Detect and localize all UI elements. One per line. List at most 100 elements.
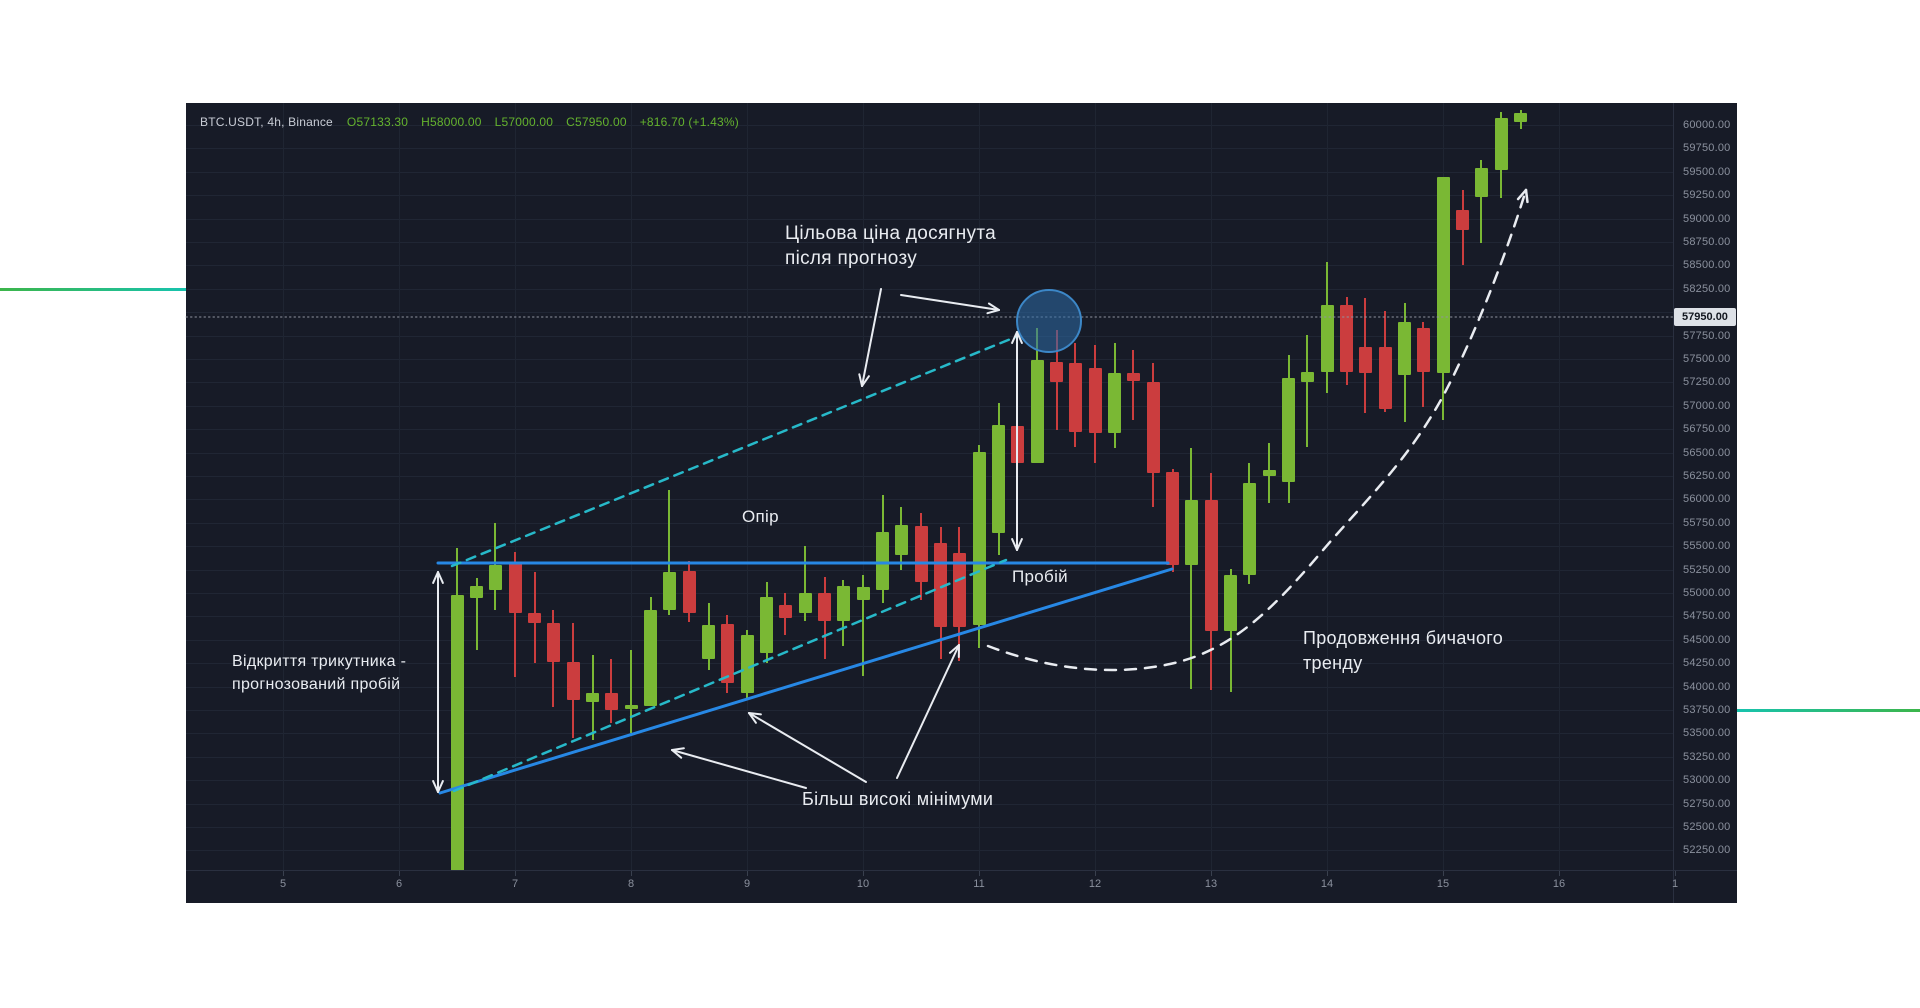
price-gridline — [186, 827, 1673, 828]
annotation-bull-trend-line1: Продовження бичачого — [1303, 628, 1504, 648]
candlestick — [586, 693, 600, 702]
annotation-breakout: Пробій — [1012, 567, 1068, 586]
price-axis-label: 55000.00 — [1683, 587, 1731, 599]
price-axis-label: 53500.00 — [1683, 727, 1731, 740]
candlestick — [914, 525, 928, 582]
low-value: L57000.00 — [494, 115, 554, 129]
candlestick — [1242, 482, 1256, 576]
candlestick — [1146, 381, 1160, 474]
annotation-triangle-line1: Відкриття трикутника - — [232, 653, 407, 670]
price-axis-label: 58750.00 — [1683, 236, 1731, 248]
time-gridline — [631, 103, 632, 870]
annotation-triangle-opening: Відкриття трикутника - прогнозований про… — [232, 650, 406, 696]
candlestick — [1204, 500, 1218, 632]
price-axis-label: 56000.00 — [1683, 493, 1731, 506]
time-axis-label: 5 — [279, 878, 287, 890]
price-axis-label: 53250.00 — [1683, 750, 1731, 763]
candlestick — [528, 612, 542, 623]
time-gridline — [863, 103, 864, 870]
candlestick — [1398, 321, 1412, 375]
price-gridline — [186, 265, 1673, 267]
price-gridline — [186, 569, 1673, 571]
time-axis-tick — [979, 871, 980, 876]
price-axis-label: 56750.00 — [1683, 423, 1731, 436]
candlestick — [644, 609, 658, 707]
time-axis-tick — [1559, 871, 1560, 876]
candlestick — [1068, 362, 1082, 432]
candlestick — [720, 623, 734, 683]
price-gridline — [186, 616, 1673, 618]
price-axis-label: 52500.00 — [1683, 821, 1731, 833]
price-axis[interactable]: 60000.00 59750.00 59500.00 59250.00 59000.00… — [1673, 103, 1738, 903]
price-axis-label: 54750.00 — [1683, 610, 1731, 623]
time-axis-label: 7 — [511, 878, 519, 890]
annotation-resistance: Опір — [742, 507, 779, 526]
price-gridline — [186, 499, 1673, 501]
annotation-target-line1: Цільова ціна досягнута — [785, 223, 997, 244]
price-axis-label: 54250.00 — [1683, 657, 1731, 670]
annotation-triangle-line2: прогнозований пробій — [232, 676, 401, 693]
price-gridline — [186, 218, 1673, 220]
price-gridline — [186, 452, 1673, 454]
chart-plot-area[interactable] — [186, 103, 1673, 870]
candlestick — [818, 593, 832, 622]
price-gridline — [186, 429, 1673, 431]
candle-wick — [1190, 447, 1193, 690]
price-axis-label: 55500.00 — [1683, 540, 1731, 553]
time-axis-tick — [1443, 871, 1444, 876]
candlestick — [1340, 304, 1354, 373]
time-axis-label: 1 — [1671, 878, 1679, 890]
candle-wick — [1306, 334, 1309, 447]
candle-wick — [1132, 349, 1135, 420]
price-gridline — [186, 335, 1673, 337]
price-gridline — [186, 148, 1673, 150]
candlestick — [488, 564, 502, 591]
candlestick — [1358, 346, 1372, 373]
time-axis-label: 8 — [627, 878, 635, 890]
time-axis[interactable]: 5 6 7 8 9 10 11 12 13 14 15 16 1 — [186, 870, 1737, 904]
candlestick — [1320, 304, 1334, 373]
time-axis-label: 15 — [1436, 878, 1450, 890]
candle-wick — [610, 658, 613, 724]
annotation-bull-trend: Продовження бичачого тренду — [1303, 626, 1503, 676]
price-axis-label: 59000.00 — [1683, 212, 1731, 225]
candlestick — [1126, 373, 1140, 382]
price-axis-label: 57750.00 — [1683, 329, 1731, 342]
candlestick — [1514, 112, 1528, 123]
price-gridline — [186, 803, 1673, 805]
time-axis-label: 6 — [395, 878, 403, 890]
price-axis-label: 59500.00 — [1683, 165, 1731, 178]
candlestick — [470, 586, 484, 598]
open-value: O57133.30 — [346, 115, 409, 129]
time-axis-tick — [1675, 871, 1676, 876]
candlestick — [894, 524, 908, 555]
candlestick — [1282, 377, 1296, 482]
high-value: H58000.00 — [421, 115, 482, 129]
time-gridline — [399, 103, 400, 870]
time-axis-tick — [747, 871, 748, 876]
candlestick — [702, 624, 716, 660]
price-axis-label: 60000.00 — [1683, 119, 1731, 131]
candlestick — [1224, 575, 1238, 632]
close-value: C57950.00 — [566, 115, 627, 129]
candlestick — [508, 563, 522, 613]
price-gridline — [186, 242, 1673, 243]
candlestick — [1262, 470, 1276, 476]
annotation-target-line2: після прогнозу — [785, 248, 918, 269]
time-gridline — [1095, 103, 1096, 870]
price-axis-label: 58250.00 — [1683, 282, 1731, 295]
candlestick — [1416, 328, 1430, 373]
price-axis-label: 59250.00 — [1683, 189, 1731, 202]
price-gridline — [186, 593, 1673, 594]
candlestick — [450, 594, 464, 870]
candlestick — [1108, 373, 1122, 433]
price-axis-label: 53000.00 — [1683, 774, 1731, 787]
candlestick — [836, 585, 850, 622]
price-axis-label: 52750.00 — [1683, 797, 1731, 810]
candlestick — [934, 542, 948, 627]
candlestick — [1494, 117, 1508, 170]
candlestick — [1474, 168, 1488, 198]
candlestick — [1184, 500, 1198, 565]
price-axis-label: 54000.00 — [1683, 680, 1731, 693]
